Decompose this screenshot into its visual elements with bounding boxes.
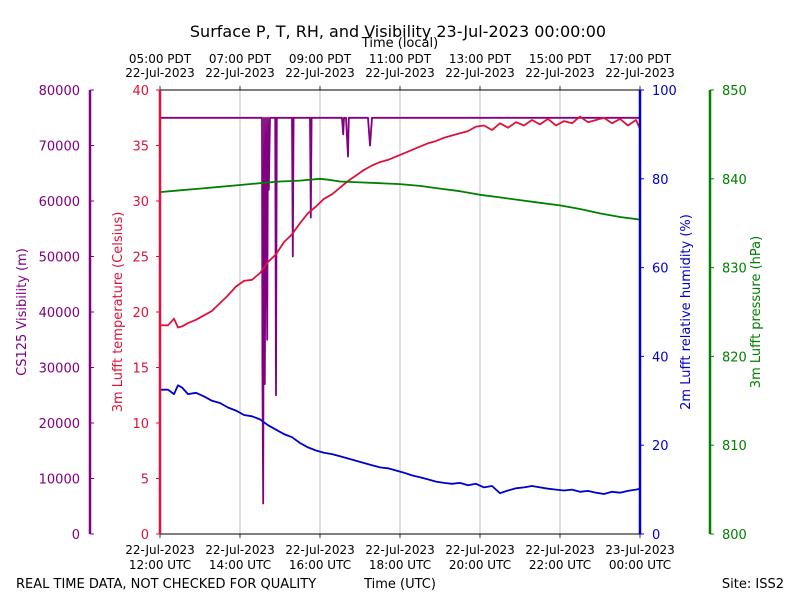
humidity-axis-label: 2m Lufft relative humidity (%): [679, 214, 694, 410]
visibility-tick-label: 10000: [39, 473, 80, 488]
humidity-tick-label: 40: [652, 350, 669, 365]
top-tick-label-time: 07:00 PDT: [209, 52, 272, 66]
x-axis-label: Time (UTC): [363, 577, 436, 592]
x-tick-label-time: 18:00 UTC: [369, 558, 431, 572]
top-tick-label-date: 22-Jul-2023: [125, 66, 195, 80]
top-tick-label-time: 13:00 PDT: [449, 52, 512, 66]
pressure-axis-label: 3m Lufft pressure (hPa): [749, 236, 764, 388]
x-tick-label-date: 22-Jul-2023: [445, 543, 515, 557]
humidity-tick-label: 0: [652, 528, 660, 543]
series-line-humidity: [160, 384, 641, 495]
temperature-tick-label: 35: [132, 140, 149, 155]
pressure-tick-label: 810: [722, 439, 747, 454]
visibility-tick-label: 30000: [39, 362, 80, 377]
y-axes: 0100002000030000400005000060000700008000…: [15, 84, 764, 543]
x-tick-label-time: 00:00 UTC: [609, 558, 671, 572]
x-tick-label-time: 14:00 UTC: [209, 558, 271, 572]
x-tick-label-time: 22:00 UTC: [529, 558, 591, 572]
visibility-axis-label: CS125 Visibility (m): [15, 248, 30, 376]
pressure-tick-label: 840: [722, 173, 747, 188]
top-tick-label-date: 22-Jul-2023: [285, 66, 355, 80]
chart-title: Surface P, T, RH, and Visibility 23-Jul-…: [190, 22, 606, 41]
top-tick-label-time: 09:00 PDT: [289, 52, 352, 66]
x-tick-label-date: 22-Jul-2023: [285, 543, 355, 557]
humidity-tick-label: 80: [652, 173, 669, 188]
plot-area: [159, 115, 641, 505]
top-tick-label-date: 22-Jul-2023: [205, 66, 275, 80]
temperature-tick-label: 30: [132, 195, 149, 210]
top-tick-label-date: 22-Jul-2023: [445, 66, 515, 80]
x-tick-label-date: 22-Jul-2023: [525, 543, 595, 557]
top-tick-label-date: 22-Jul-2023: [365, 66, 435, 80]
temperature-tick-label: 0: [141, 528, 149, 543]
x-tick-label-date: 22-Jul-2023: [125, 543, 195, 557]
visibility-tick-label: 50000: [39, 251, 80, 266]
x-tick-label-date: 22-Jul-2023: [365, 543, 435, 557]
pressure-tick-label: 850: [722, 84, 747, 99]
visibility-tick-label: 80000: [39, 84, 80, 99]
pressure-tick-label: 800: [722, 528, 747, 543]
top-tick-label-time: 05:00 PDT: [129, 52, 192, 66]
temperature-tick-label: 25: [132, 251, 149, 266]
quality-disclaimer: REAL TIME DATA, NOT CHECKED FOR QUALITY: [16, 577, 316, 592]
top-tick-label-time: 15:00 PDT: [529, 52, 592, 66]
temperature-tick-label: 10: [132, 417, 149, 432]
temperature-tick-label: 20: [132, 306, 149, 321]
x-tick-label-time: 16:00 UTC: [289, 558, 351, 572]
site-label: Site: ISS2: [722, 577, 784, 592]
x-tick-label-date: 22-Jul-2023: [205, 543, 275, 557]
temperature-tick-label: 15: [132, 362, 149, 377]
series-line-visibility: [160, 116, 640, 505]
top-tick-label-time: 11:00 PDT: [369, 52, 432, 66]
pressure-tick-label: 820: [722, 350, 747, 365]
visibility-tick-label: 20000: [39, 417, 80, 432]
top-x-axis-label: Time (local): [361, 36, 438, 51]
temperature-tick-label: 5: [141, 473, 149, 488]
top-tick-label-time: 17:00 PDT: [609, 52, 672, 66]
temperature-axis-label: 3m Lufft temperature (Celsius): [111, 212, 126, 413]
temperature-tick-label: 40: [132, 84, 149, 99]
pressure-tick-label: 830: [722, 262, 747, 277]
series-line-temperature: [160, 115, 641, 329]
x-tick-label-date: 23-Jul-2023: [605, 543, 675, 557]
visibility-tick-label: 40000: [39, 306, 80, 321]
grid-lines: [239, 90, 561, 534]
humidity-tick-label: 20: [652, 439, 669, 454]
humidity-tick-label: 100: [652, 84, 677, 99]
humidity-tick-label: 60: [652, 262, 669, 277]
x-tick-label-time: 12:00 UTC: [129, 558, 191, 572]
x-tick-label-time: 20:00 UTC: [449, 558, 511, 572]
series-line-pressure: [159, 177, 641, 221]
visibility-tick-label: 60000: [39, 195, 80, 210]
top-tick-label-date: 22-Jul-2023: [525, 66, 595, 80]
visibility-tick-label: 70000: [39, 140, 80, 155]
top-tick-label-date: 22-Jul-2023: [605, 66, 675, 80]
visibility-tick-label: 0: [72, 528, 80, 543]
